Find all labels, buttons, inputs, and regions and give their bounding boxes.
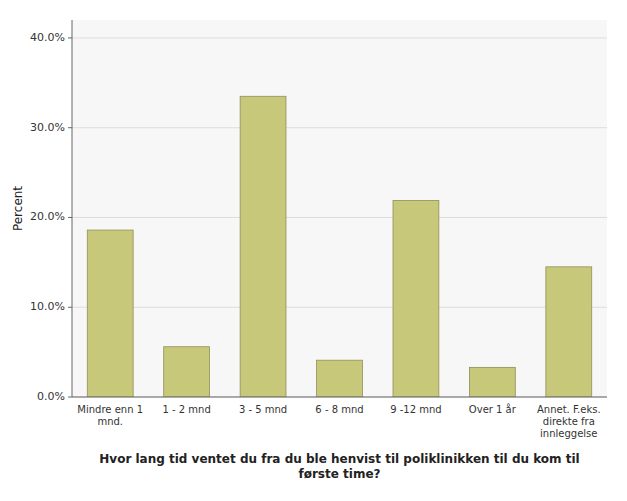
x-axis: Mindre enn 1mnd. 1 - 2 mnd 3 - 5 mnd 6 - 8 … — [72, 397, 607, 439]
bar — [393, 200, 439, 397]
bar — [164, 347, 210, 397]
page: {"chart_data": {"type": "bar", "categori… — [0, 0, 627, 501]
bar — [469, 367, 515, 397]
x-tick-label: Mindre enn 1mnd. — [77, 404, 143, 427]
grid-line — [72, 397, 607, 398]
x-axis-line — [72, 397, 607, 398]
plot-background — [72, 20, 607, 397]
y-tick-label: 10.0% — [30, 300, 65, 313]
text-line: Mindre enn 1 — [77, 404, 143, 415]
grid-line — [72, 37, 607, 38]
x-tick-label: Annet. F.eks.direkte frainnleggelse — [537, 404, 601, 439]
chart-container: 0.0% 10.0% 20.0% 30.0% 40.0% Mindre enn 1mnd.… — [0, 0, 627, 501]
grid-line — [72, 217, 607, 218]
text-line: direkte fra — [543, 416, 595, 427]
y-axis: 0.0% 10.0% 20.0% 30.0% 40.0% — [30, 20, 72, 403]
text-line: mnd. — [97, 416, 123, 427]
y-tick — [68, 217, 72, 218]
y-tick — [68, 37, 72, 38]
x-tick-label: 9 -12 mnd — [390, 404, 441, 415]
x-tick-label: 1 - 2 mnd — [162, 404, 210, 415]
bar — [546, 267, 592, 397]
y-axis-line — [72, 20, 73, 397]
grid-line — [72, 307, 607, 308]
text-line: 6 - 8 mnd — [315, 404, 363, 415]
text-line: Hvor lang tid ventet du fra du ble henvi… — [99, 452, 579, 466]
y-tick-label: 20.0% — [30, 210, 65, 223]
text-line: første time? — [298, 467, 380, 481]
bar — [317, 360, 363, 397]
y-tick — [68, 307, 72, 308]
bar — [87, 230, 133, 397]
x-tick-label: 3 - 5 mnd — [239, 404, 287, 415]
x-tick-label: 6 - 8 mnd — [315, 404, 363, 415]
chart-svg: 0.0% 10.0% 20.0% 30.0% 40.0% Mindre enn 1mnd.… — [0, 0, 627, 501]
text-line: innleggelse — [540, 428, 597, 439]
y-tick — [68, 127, 72, 128]
grid — [72, 38, 607, 397]
text-line: 3 - 5 mnd — [239, 404, 287, 415]
text-line: 1 - 2 mnd — [162, 404, 210, 415]
x-axis-title: Hvor lang tid ventet du fra du ble henvi… — [99, 452, 579, 481]
grid-line — [72, 127, 607, 128]
bars — [87, 96, 591, 397]
bar — [240, 96, 286, 397]
text-line: Annet. F.eks. — [537, 404, 601, 415]
y-tick — [68, 397, 72, 398]
y-axis-title: Percent — [11, 186, 25, 231]
x-tick-label: Over 1 år — [469, 403, 517, 415]
y-tick-label: 40.0% — [30, 31, 65, 44]
text-line: Over 1 år — [469, 403, 517, 415]
y-tick-label: 0.0% — [37, 390, 65, 403]
y-tick-label: 30.0% — [30, 121, 65, 134]
text-line: 9 -12 mnd — [390, 404, 441, 415]
